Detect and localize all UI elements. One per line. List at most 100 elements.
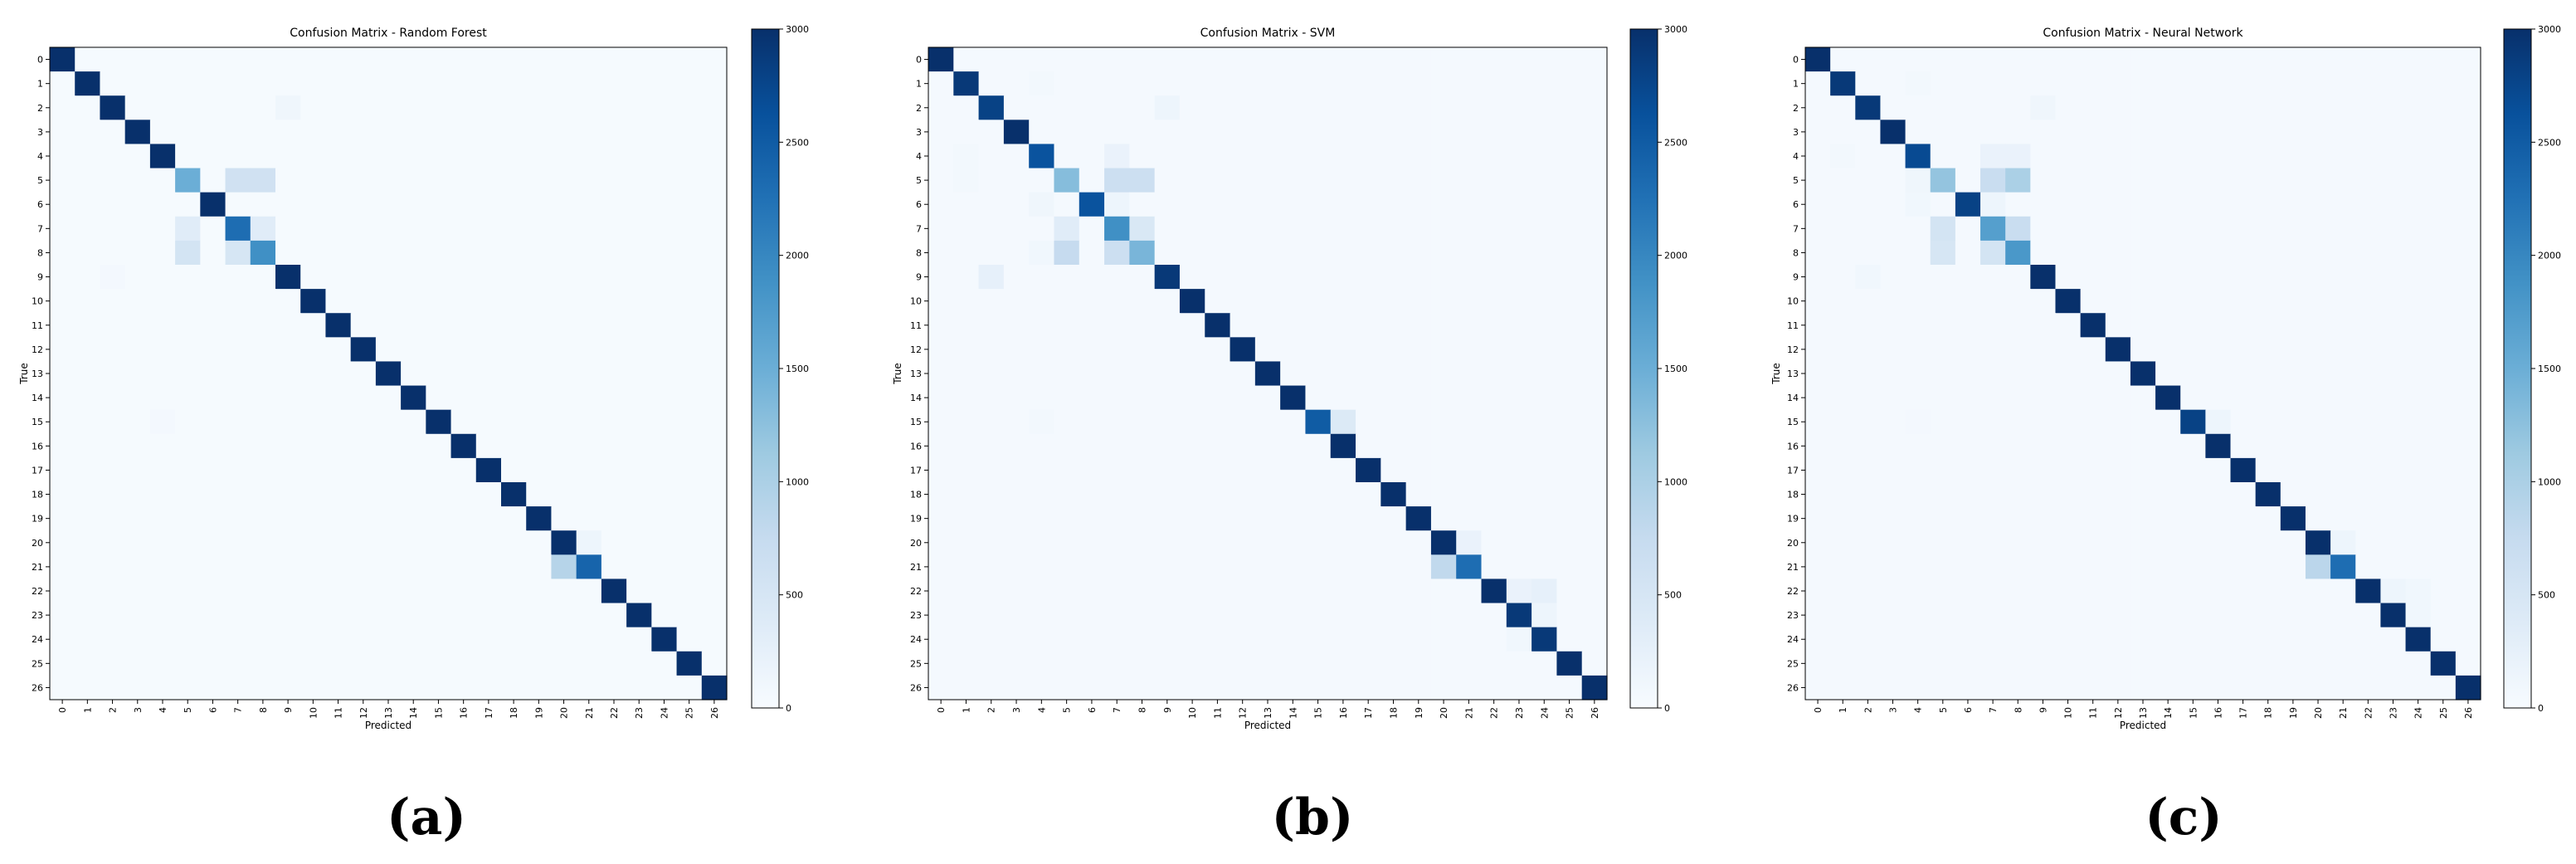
heatmap-cell (2280, 120, 2306, 145)
heatmap-cell (149, 47, 176, 72)
heatmap-cell (501, 144, 527, 169)
heatmap-cell (275, 530, 301, 555)
colorbar-tick-label: 3000 (1664, 24, 1687, 35)
heatmap-cell (2330, 216, 2356, 242)
heatmap-cell (325, 265, 352, 290)
heatmap-cell (676, 433, 703, 459)
heatmap-cell (1980, 433, 2006, 459)
heatmap-cell (2405, 675, 2432, 700)
heatmap-cell (225, 95, 251, 120)
heatmap-cell (250, 47, 276, 72)
heatmap-cell (1154, 627, 1181, 652)
heatmap-cell (1029, 433, 1055, 459)
heatmap-cell (2430, 361, 2457, 387)
heatmap-cell (1254, 506, 1281, 531)
heatmap-cell (1381, 506, 1407, 531)
heatmap-cell (1531, 385, 1558, 411)
heatmap-cell (325, 192, 352, 217)
heatmap-cell (225, 168, 251, 193)
x-tick-label: 16 (459, 707, 470, 719)
heatmap-cell (626, 627, 652, 652)
heatmap-cell (1930, 289, 1956, 314)
y-tick-label: 5 (916, 175, 922, 186)
heatmap-cell (75, 457, 101, 483)
heatmap-cell (601, 409, 627, 435)
heatmap-cell (2255, 313, 2281, 338)
heatmap-cell (526, 47, 553, 72)
heatmap-cell (1356, 530, 1381, 555)
heatmap-cell (1179, 168, 1205, 193)
heatmap-cell (701, 71, 728, 96)
heatmap-cell (2280, 433, 2306, 459)
heatmap-cell (225, 47, 251, 72)
heatmap-cell (175, 457, 201, 483)
heatmap-cell (1254, 530, 1281, 555)
heatmap-cell (401, 216, 426, 242)
y-tick-label: 13 (32, 369, 43, 379)
heatmap-cell (1003, 95, 1030, 120)
heatmap-cell (2380, 313, 2407, 338)
heatmap-cell (601, 651, 627, 676)
heatmap-cell (275, 457, 301, 483)
heatmap-cell (375, 361, 402, 387)
heatmap-cell (1955, 216, 1981, 242)
heatmap-cell (1456, 675, 1483, 700)
heatmap-cell (1980, 651, 2006, 676)
heatmap-cell (1179, 216, 1205, 242)
heatmap-cell (978, 603, 1005, 628)
heatmap-cell (149, 361, 176, 387)
heatmap-cell (1356, 337, 1381, 363)
heatmap-cell (75, 506, 101, 531)
heatmap-cell (100, 578, 126, 604)
heatmap-cell (1556, 530, 1583, 555)
heatmap-cell (2130, 192, 2156, 217)
heatmap-cell (651, 578, 678, 604)
heatmap-cell (325, 554, 352, 580)
heatmap-cell (401, 95, 426, 120)
x-tick-label: 5 (1938, 707, 1949, 713)
heatmap-cell (2155, 530, 2181, 555)
heatmap-cell (2330, 144, 2356, 169)
heatmap-cell (124, 240, 151, 266)
heatmap-cell (928, 530, 954, 555)
heatmap-cell (1280, 554, 1307, 580)
heatmap-cell (1880, 675, 1906, 700)
heatmap-cell (601, 506, 627, 531)
heatmap-cell (2280, 240, 2306, 266)
heatmap-cell (325, 71, 352, 96)
heatmap-cell (2405, 144, 2432, 169)
heatmap-cell (1129, 337, 1156, 363)
heatmap-cell (2430, 530, 2457, 555)
heatmap-cell (300, 192, 327, 217)
heatmap-cell (1104, 675, 1130, 700)
heatmap-cell (576, 675, 602, 700)
heatmap-cell (1930, 482, 1956, 507)
colorbar-tick-label: 2000 (2538, 251, 2561, 261)
heatmap-cell (1955, 361, 1981, 387)
x-tick-label: 26 (1590, 707, 1600, 719)
heatmap-cell (1405, 168, 1432, 193)
heatmap-cell (1481, 71, 1507, 96)
heatmap-cell (2305, 120, 2331, 145)
heatmap-cell (1880, 216, 1906, 242)
y-tick-label: 9 (1793, 272, 1799, 283)
heatmap-cell (601, 192, 627, 217)
heatmap-cell (1556, 192, 1583, 217)
heatmap-cell (200, 554, 226, 580)
heatmap-cell (1280, 385, 1307, 411)
heatmap-cell (2255, 627, 2281, 652)
heatmap-cell (1230, 337, 1256, 363)
heatmap-cell (2405, 240, 2432, 266)
heatmap-cell (1506, 603, 1532, 628)
heatmap-cell (1280, 603, 1307, 628)
heatmap-cell (1254, 361, 1281, 387)
heatmap-cell (2105, 578, 2131, 604)
heatmap-cell (401, 120, 426, 145)
heatmap-cell (275, 95, 301, 120)
heatmap-cell (1104, 337, 1130, 363)
heatmap-cell (401, 168, 426, 193)
heatmap-cell (1855, 71, 1882, 96)
heatmap-cell (325, 627, 352, 652)
heatmap-cell (2455, 457, 2481, 483)
heatmap-cell (1556, 240, 1583, 266)
